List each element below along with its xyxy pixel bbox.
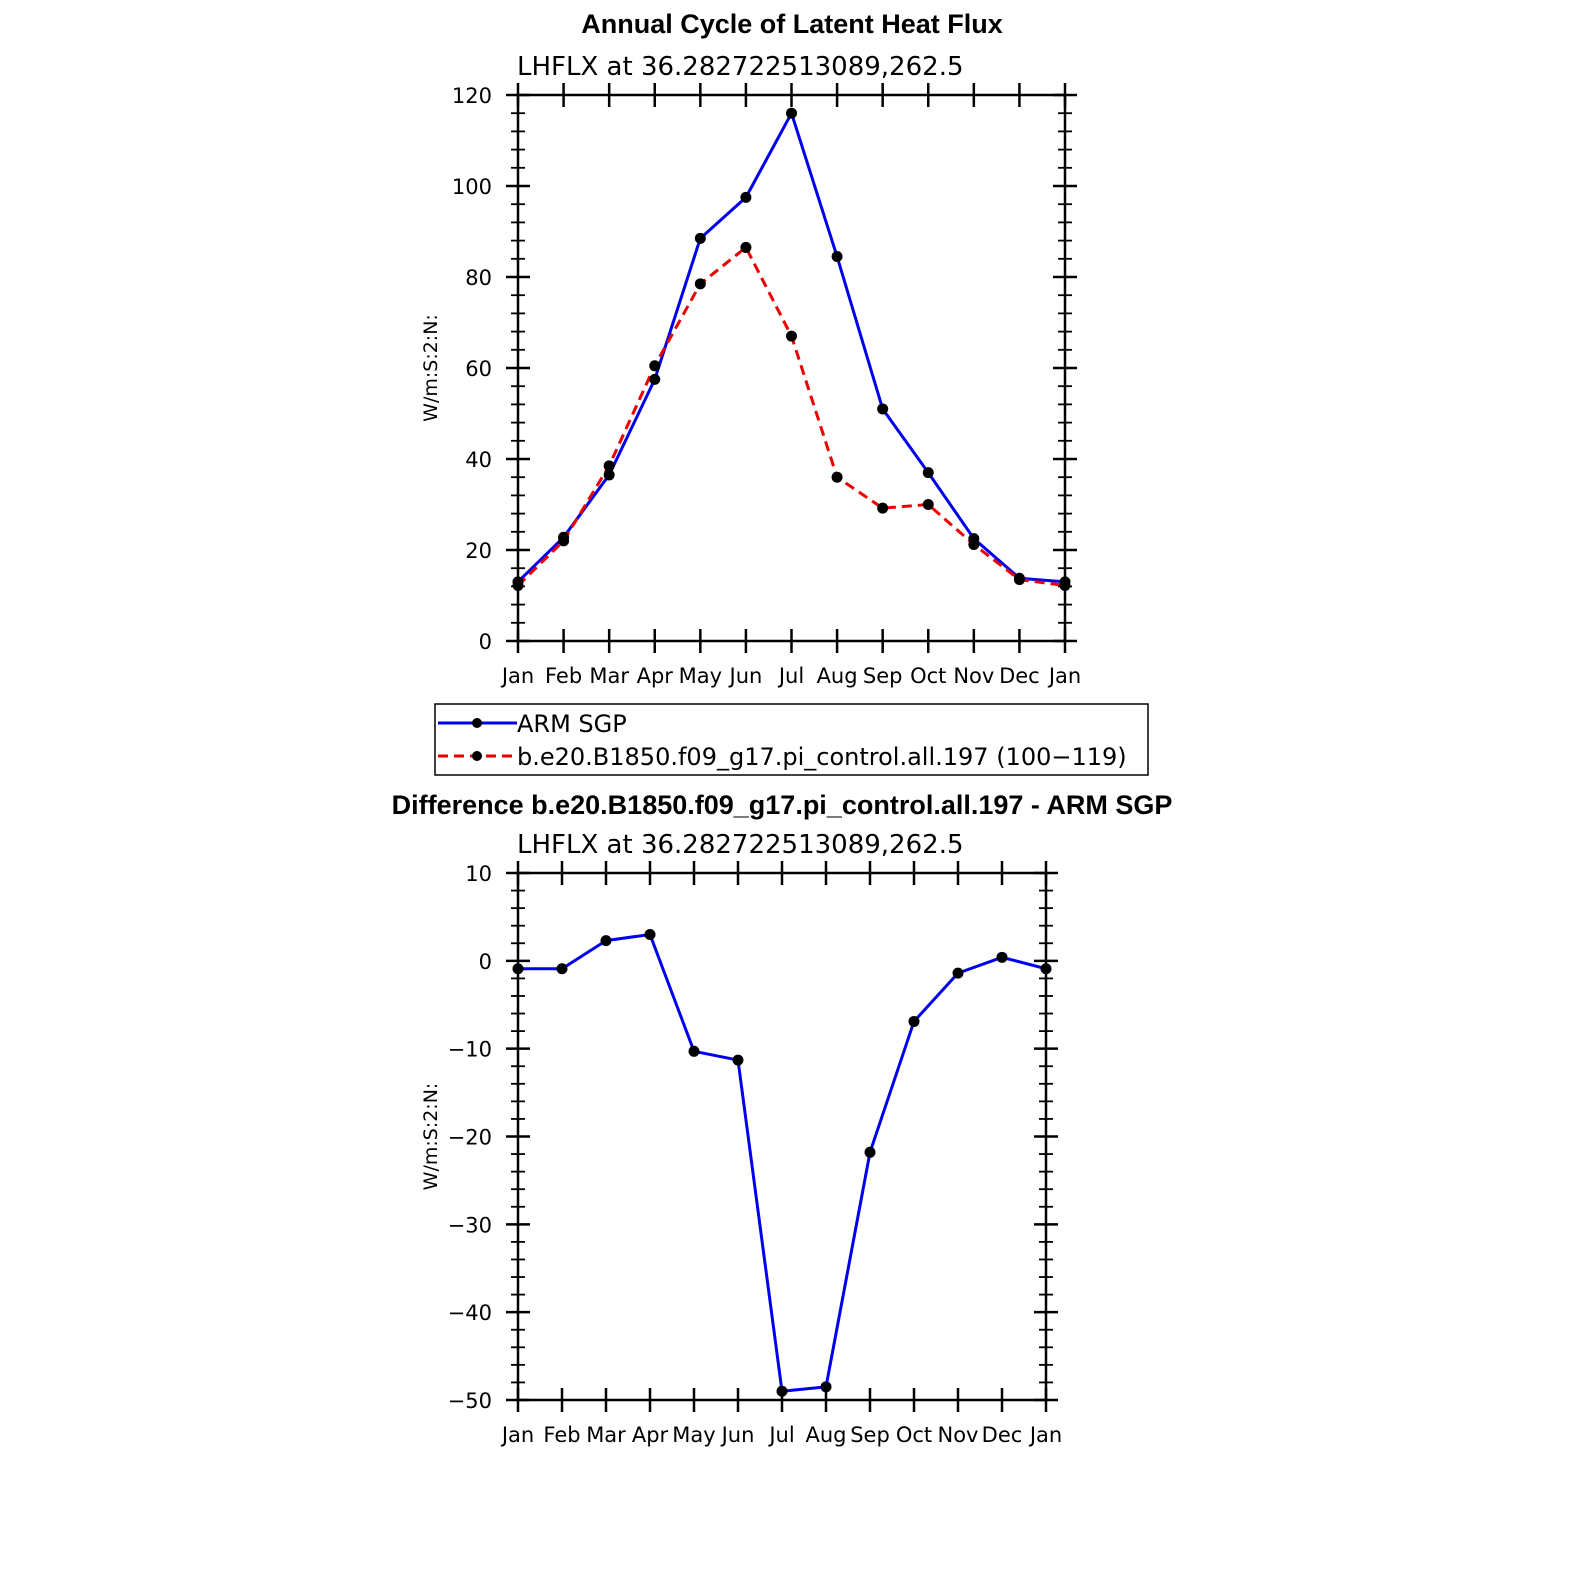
chart2-series-0-point [776,1385,788,1397]
chart2-series-0-point [512,963,524,975]
chart2-series-0-point [1040,963,1052,975]
chart1-series-1-point [694,278,706,290]
chart2-series-0-point [688,1045,700,1057]
chart1-ytick-label: 20 [465,539,492,563]
chart1-xtick-label: Jul [777,664,804,688]
chart1-series-0-point [740,191,752,203]
chart2-xtick-label: Mar [586,1423,626,1447]
chart1-ytick-label: 40 [465,448,492,472]
chart2-series-0-point [864,1146,876,1158]
chart1-series-1-point [831,471,843,483]
chart1-series-1-point [877,502,889,514]
chart1-series-0-point [877,403,889,415]
chart2-series-0-point [732,1054,744,1066]
chart1-series-1-point [558,535,570,547]
chart2-xtick-label: May [672,1423,715,1447]
chart2-xtick-label: Sep [850,1423,890,1447]
chart2-xtick-label: Apr [632,1423,669,1447]
legend-label-model: b.e20.B1850.f09_g17.pi_control.all.197 (… [517,743,1127,771]
chart2-series-0-point [600,935,612,947]
chart1-plot: Jan Feb Mar Apr May Jun Jul Aug Sep Oct Nov Dec Jan 0… [420,83,1081,688]
chart1-series-1-point [786,330,797,342]
chart2-xtick-label: Jan [500,1423,534,1447]
chart1-series-0-point [786,107,797,119]
chart1-series-1-point [603,460,615,472]
chart2-plot: Jan Feb Mar Apr May Jun Jul Aug Sep Oct Nov Dec Jan−… [420,861,1062,1447]
chart1-series-0-point [694,232,706,244]
chart1-series-1-point [512,579,524,591]
chart2-xtick-label: Jan [1028,1423,1062,1447]
chart1-series-1-point [968,539,980,551]
chart1-series-1-point [649,360,661,372]
legend-marker-arm-sgp [472,718,482,728]
chart1-series-1-point [1013,574,1025,586]
chart1-series-1-point [1059,579,1071,591]
chart1-ytick-label: 0 [479,630,492,654]
chart2-ytick-label: −40 [448,1301,492,1325]
chart1-xtick-label: Mar [589,664,629,688]
chart1-xtick-label: Aug [817,664,858,688]
legend-box [434,703,1149,776]
chart2-xtick-label: Jul [767,1423,794,1447]
chart1-xtick-label: Sep [863,664,903,688]
chart2-xtick-label: Feb [543,1423,580,1447]
chart2-series-0-point [556,963,568,975]
chart2-ytick-label: 10 [465,862,492,886]
chart1-ytick-label: 120 [452,84,492,108]
chart2-ytick-label: −30 [448,1213,492,1237]
chart2-series-0-point [820,1381,832,1393]
chart1-ytick-label: 80 [465,266,492,290]
chart2-xtick-label: Nov [938,1423,979,1447]
chart1-ytick-label: 100 [452,175,492,199]
chart2-ytick-label: −50 [448,1389,492,1413]
chart1-title: Annual Cycle of Latent Heat Flux [581,9,1003,39]
chart1-xtick-label: Jun [728,664,763,688]
chart2-ytick-label: −20 [448,1126,492,1150]
legend-marker-model [472,751,482,761]
chart1-xtick-label: Jan [1047,664,1081,688]
chart2-series-0-point [996,951,1008,963]
legend-label-arm-sgp: ARM SGP [517,710,627,738]
chart2-ylabel: W/m:S:2:N: [420,1083,442,1191]
chart1-xtick-label: Jan [500,664,534,688]
chart1-xtick-label: Apr [637,664,674,688]
legend: ARM SGP b.e20.B1850.f09_g17.pi_control.a… [434,703,1149,776]
chart2-series-0-point [908,1015,920,1027]
chart1-subtitle: LHFLX at 36.282722513089,262.5 [517,52,964,82]
chart2-xtick-label: Jun [720,1423,755,1447]
chart1-series-0-point [603,469,615,481]
chart2-subtitle: LHFLX at 36.282722513089,262.5 [517,830,964,860]
chart1-series-0-point [922,467,934,479]
chart1-xtick-label: Nov [953,664,994,688]
chart1-ytick-label: 60 [465,357,492,381]
chart2-ytick-label: −10 [448,1038,492,1062]
chart1-xtick-label: Oct [910,664,946,688]
chart2-xtick-label: Oct [896,1423,932,1447]
chart2-xtick-label: Dec [982,1423,1023,1447]
chart1-series-0-point [649,373,661,385]
chart2-series-0-point [644,928,656,940]
chart2-ytick-label: 0 [479,950,492,974]
chart1-xtick-label: Dec [999,664,1040,688]
chart1-xtick-label: May [679,664,722,688]
chart2-title: Difference b.e20.B1850.f09_g17.pi_contro… [392,790,1173,820]
chart1-ylabel: W/m:S:2:N: [420,314,442,422]
chart1-series-1-point [922,499,934,510]
chart1-series-0-point [831,251,843,263]
chart1-series-1-point [740,241,752,253]
chart2-xtick-label: Aug [805,1423,846,1447]
chart2-series-0-point [952,967,964,979]
chart1-xtick-label: Feb [545,664,582,688]
